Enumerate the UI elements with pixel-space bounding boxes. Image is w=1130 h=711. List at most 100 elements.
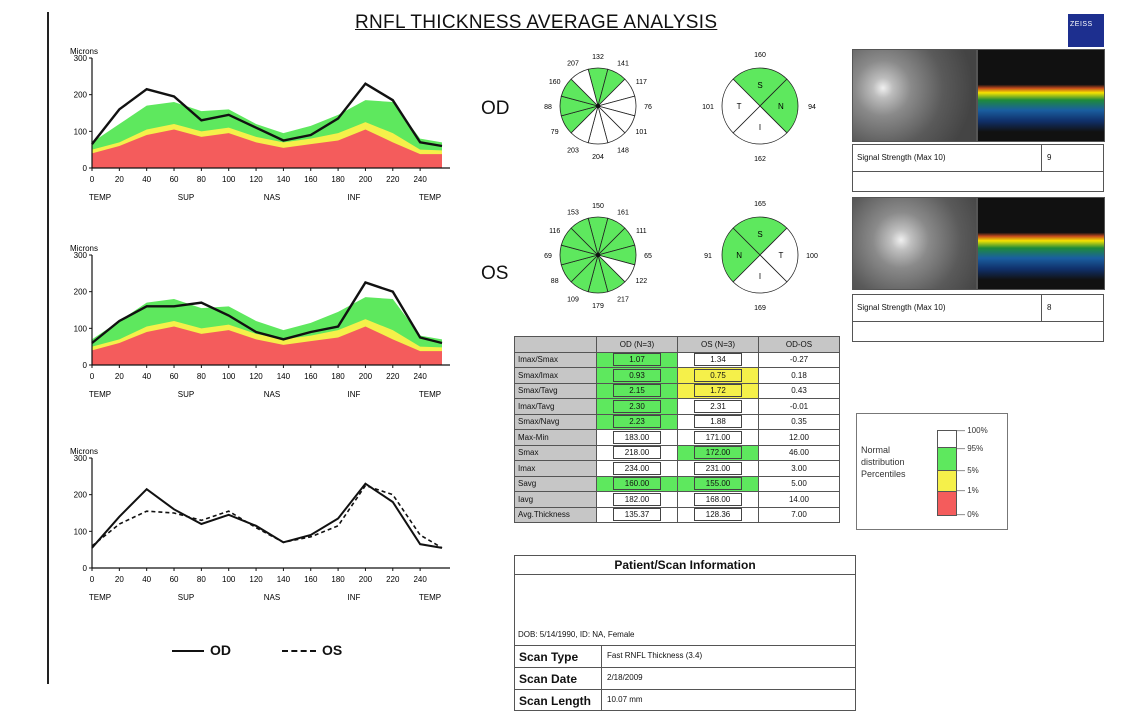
y-tick-label: 300 xyxy=(74,54,88,63)
cell-value: 128.36 xyxy=(694,508,742,522)
cell-value: 231.00 xyxy=(694,461,742,475)
y-tick-label: 100 xyxy=(74,127,88,136)
row-label: Smax/Imax xyxy=(514,367,597,384)
clock-value: 88 xyxy=(544,104,552,111)
clock-value: 141 xyxy=(617,61,629,68)
clock-value: 101 xyxy=(635,129,647,136)
profile-chart-1: Microns 0 100 200 300 0 20 40 60 80 100 120 140 160 18… xyxy=(70,47,450,202)
quadrant-letter: S xyxy=(757,230,762,239)
quadrant-sector xyxy=(732,105,788,145)
quadrant-value: 160 xyxy=(754,52,766,59)
x-tick-label: 100 xyxy=(222,372,236,381)
x-tick-label: 160 xyxy=(304,372,318,381)
table-header-row: OD (N=3) OS (N=3) OD-OS xyxy=(514,336,840,353)
scan-type-label: Scan Type xyxy=(519,650,579,664)
table-cell-diff: 0.43 xyxy=(758,382,840,399)
cell-value: 234.00 xyxy=(613,461,661,475)
x-tick-label: 200 xyxy=(359,575,373,584)
table-row: Imax/Smax 1.07 1.34 -0.27 xyxy=(514,351,840,368)
y-axis-label: Microns xyxy=(70,47,98,56)
sector-label: SUP xyxy=(178,193,194,202)
patient-info-header: Patient/Scan Information xyxy=(515,556,855,575)
x-tick-label: 200 xyxy=(359,372,373,381)
y-tick-label: 0 xyxy=(83,361,88,370)
x-tick-label: 0 xyxy=(90,575,95,584)
clock-value: 76 xyxy=(644,104,652,111)
table-cell-os: 155.00 xyxy=(677,475,759,492)
x-tick-label: 80 xyxy=(197,575,206,584)
cell-value: 171.00 xyxy=(694,430,742,444)
patient-dob: DOB: 5/14/1990, ID: NA, Female xyxy=(518,630,635,639)
row-label: Smax xyxy=(514,444,597,461)
clock-value: 65 xyxy=(644,253,652,260)
clock-value: 203 xyxy=(567,147,579,154)
x-tick-label: 180 xyxy=(331,175,345,184)
table-cell-diff: 7.00 xyxy=(758,506,840,523)
table-header-cell: OD (N=3) xyxy=(596,336,678,353)
table-row: Smax/Tavg 2.15 1.72 0.43 xyxy=(514,382,840,399)
x-tick-label: 40 xyxy=(142,175,151,184)
os-oct-scan-image xyxy=(977,197,1105,290)
quadrant-sector xyxy=(732,216,788,256)
legend-level: — 0% xyxy=(957,510,979,519)
scan-date-row: Scan Date 2/18/2009 xyxy=(515,667,855,689)
table-row: Avg.Thickness 135.37 128.36 7.00 xyxy=(514,506,840,523)
table-row: Iavg 182.00 168.00 14.00 xyxy=(514,491,840,508)
sector-label: NAS xyxy=(264,390,280,399)
cell-value: 135.37 xyxy=(613,508,661,522)
x-tick-label: 60 xyxy=(170,175,179,184)
x-tick-label: 160 xyxy=(304,575,318,584)
left-margin-line xyxy=(47,12,49,684)
row-label: Iavg xyxy=(514,491,597,508)
x-tick-label: 240 xyxy=(413,372,427,381)
x-tick-label: 220 xyxy=(386,175,400,184)
od-clock-hours: 132 141 117 76 101 148 204 203 79 88 160 207 xyxy=(544,54,652,161)
clock-value: 179 xyxy=(592,303,604,310)
y-tick-label: 100 xyxy=(74,527,88,536)
clock-sector xyxy=(570,217,599,257)
x-tick-label: 140 xyxy=(277,575,291,584)
quadrant-sector xyxy=(732,254,788,294)
x-tick-label: 220 xyxy=(386,575,400,584)
cell-value: 2.31 xyxy=(694,399,742,413)
clock-value: 161 xyxy=(617,210,629,217)
table-header-cell: OS (N=3) xyxy=(677,336,759,353)
sector-label: TEMP xyxy=(89,193,111,202)
series-od xyxy=(91,482,443,549)
table-cell-diff: 12.00 xyxy=(758,429,840,446)
cell-value: 172.00 xyxy=(694,446,742,460)
clock-value: 160 xyxy=(549,79,561,86)
scan-type-value: Fast RNFL Thickness (3.4) xyxy=(607,651,703,660)
sector-label: TEMP xyxy=(89,593,111,602)
table-cell-diff: 14.00 xyxy=(758,491,840,508)
scan-date-label: Scan Date xyxy=(519,672,578,686)
legend-os: OS xyxy=(322,642,343,658)
x-tick-label: 20 xyxy=(115,175,124,184)
patient-scan-info: Patient/Scan Information DOB: 5/14/1990,… xyxy=(514,555,856,711)
table-cell-os: 1.34 xyxy=(677,351,759,368)
sector-label: SUP xyxy=(178,390,194,399)
table-cell-os: 171.00 xyxy=(677,429,759,446)
x-tick-label: 20 xyxy=(115,372,124,381)
cell-value: 155.00 xyxy=(694,477,742,491)
od-label: OD xyxy=(481,98,510,119)
x-tick-label: 120 xyxy=(249,575,263,584)
scan-length-row: Scan Length 10.07 mm xyxy=(515,689,855,711)
clock-value: 150 xyxy=(592,203,604,210)
table-cell-os: 1.72 xyxy=(677,382,759,399)
percentile-band-0 xyxy=(92,129,442,168)
legend-level: — 95% xyxy=(957,444,984,453)
y-tick-label: 300 xyxy=(74,454,88,463)
row-label: Imax/Smax xyxy=(514,351,597,368)
y-tick-label: 300 xyxy=(74,251,88,260)
clock-value: 217 xyxy=(617,296,629,303)
clock-value: 122 xyxy=(635,278,647,285)
rnfl-profile-charts: Microns 0 100 200 300 0 20 40 60 80 100 120 140 160 18… xyxy=(70,47,450,602)
table-cell-os: 128.36 xyxy=(677,506,759,523)
sector-diagrams: 132 141 117 76 101 148 204 203 79 88 160 207 S 160 N 94… xyxy=(544,52,818,312)
os-signal-spacer xyxy=(852,320,1104,342)
table-cell-od: 2.23 xyxy=(596,413,678,430)
quadrant-letter: I xyxy=(759,272,761,281)
table-cell-od: 160.00 xyxy=(596,475,678,492)
quadrant-sector xyxy=(759,78,799,134)
